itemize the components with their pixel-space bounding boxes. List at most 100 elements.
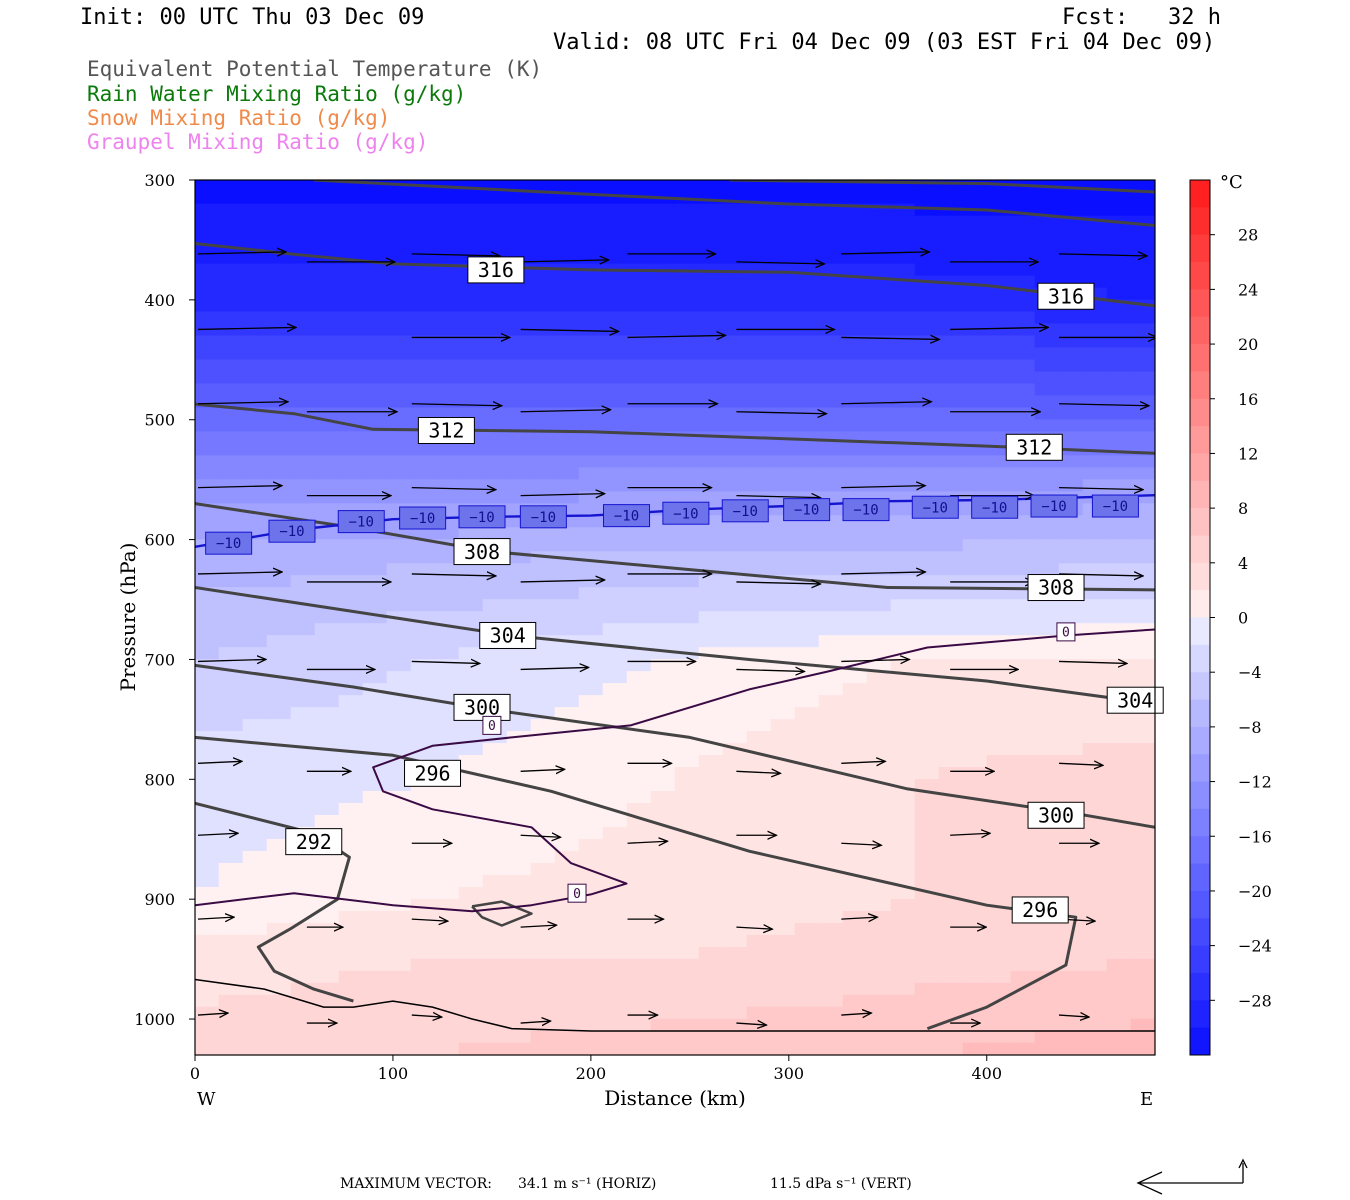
- temp-cell: [1034, 731, 1060, 744]
- temp-cell: [506, 323, 532, 337]
- temp-cell: [578, 239, 604, 253]
- temp-cell: [746, 707, 772, 720]
- temp-cell: [770, 251, 796, 265]
- temp-cell: [506, 970, 532, 984]
- temp-cell: [722, 1030, 748, 1044]
- temp-cell: [986, 455, 1012, 469]
- temp-cell: [386, 874, 412, 888]
- temp-cell: [1058, 563, 1084, 577]
- temp-cell: [1082, 383, 1108, 397]
- temp-cell: [218, 347, 244, 361]
- temp-cell: [674, 239, 700, 253]
- temp-cell: [338, 1006, 364, 1020]
- temp-cell: [794, 419, 820, 433]
- temp-cell: [626, 934, 652, 948]
- temp-cell: [626, 910, 652, 924]
- temp-cell: [578, 395, 604, 409]
- temp-cell: [674, 910, 700, 924]
- temp-cell: [674, 814, 700, 828]
- temp-cell: [1034, 695, 1060, 708]
- temp-cell: [626, 970, 652, 984]
- temp-cell: [362, 1006, 388, 1020]
- temp-cell: [626, 239, 652, 253]
- temp-cell: [458, 347, 484, 361]
- temp-cell: [362, 910, 388, 924]
- temp-cell: [674, 719, 700, 732]
- temp-cell: [962, 263, 988, 277]
- temp-cell: [314, 347, 340, 361]
- temp-cell: [1082, 731, 1108, 744]
- temp-cell: [602, 419, 628, 433]
- temp-cell: [386, 575, 412, 589]
- temp-cell: [746, 563, 772, 577]
- temp-cell: [674, 395, 700, 409]
- temp-cell: [650, 922, 676, 936]
- temp-cell: [794, 443, 820, 457]
- temp-cell: [722, 551, 748, 565]
- temp-cell: [338, 647, 364, 660]
- temp-cell: [434, 635, 460, 648]
- temp-cell: [866, 539, 892, 553]
- temp-cell: [1106, 1018, 1132, 1032]
- temp-cell: [530, 755, 556, 768]
- temp-cell: [698, 802, 724, 816]
- temp-cell: [554, 743, 580, 756]
- wind-vector: [411, 488, 496, 490]
- temp-cell: [386, 443, 412, 457]
- temp-cell: [266, 359, 292, 373]
- temp-cell: [1130, 850, 1155, 864]
- temp-cell: [746, 479, 772, 493]
- temp-cell: [842, 311, 868, 325]
- temp-cell: [290, 611, 316, 624]
- temp-cell: [195, 707, 220, 720]
- temp-cell: [866, 707, 892, 720]
- temp-cell: [938, 719, 964, 732]
- temp-cell: [866, 946, 892, 960]
- temp-cell: [530, 802, 556, 816]
- temp-cell: [746, 551, 772, 565]
- temp-cell: [1106, 934, 1132, 948]
- temp-cell: [195, 515, 220, 529]
- temperature-label: −10: [733, 504, 758, 520]
- temp-cell: [482, 659, 508, 672]
- temp-cell: [962, 814, 988, 828]
- temp-cell: [746, 575, 772, 589]
- temp-cell: [482, 563, 508, 577]
- temp-cell: [938, 838, 964, 852]
- wind-vector: [520, 329, 619, 331]
- temp-cell: [506, 191, 532, 205]
- wind-vector: [1059, 763, 1103, 765]
- temp-cell: [314, 491, 340, 505]
- temp-cell: [938, 611, 964, 624]
- temp-cell: [530, 910, 556, 924]
- temp-cell: [1034, 647, 1060, 660]
- temp-cell: [1130, 575, 1155, 589]
- colorbar-band: [1190, 535, 1210, 564]
- temp-cell: [482, 970, 508, 984]
- temperature-label: −10: [923, 500, 948, 516]
- temp-cell: [650, 203, 676, 217]
- temp-cell: [1130, 539, 1155, 553]
- temp-cell: [338, 407, 364, 421]
- temp-cell: [1106, 755, 1132, 768]
- temp-cell: [650, 910, 676, 924]
- temp-cell: [218, 635, 244, 648]
- temp-cell: [314, 503, 340, 517]
- wind-vector: [520, 410, 611, 412]
- temp-cell: [938, 419, 964, 433]
- temp-cell: [818, 467, 844, 481]
- temp-cell: [290, 203, 316, 217]
- temp-cell: [1058, 970, 1084, 984]
- temp-cell: [674, 922, 700, 936]
- temp-cell: [1034, 874, 1060, 888]
- temp-cell: [362, 814, 388, 828]
- temp-cell: [770, 970, 796, 984]
- theta-e-contour: [195, 242, 1155, 308]
- temp-cell: [770, 335, 796, 349]
- temp-cell: [242, 311, 268, 325]
- temp-cell: [482, 779, 508, 792]
- temp-cell: [386, 431, 412, 445]
- temp-cell: [1082, 419, 1108, 433]
- temp-cell: [1130, 251, 1155, 265]
